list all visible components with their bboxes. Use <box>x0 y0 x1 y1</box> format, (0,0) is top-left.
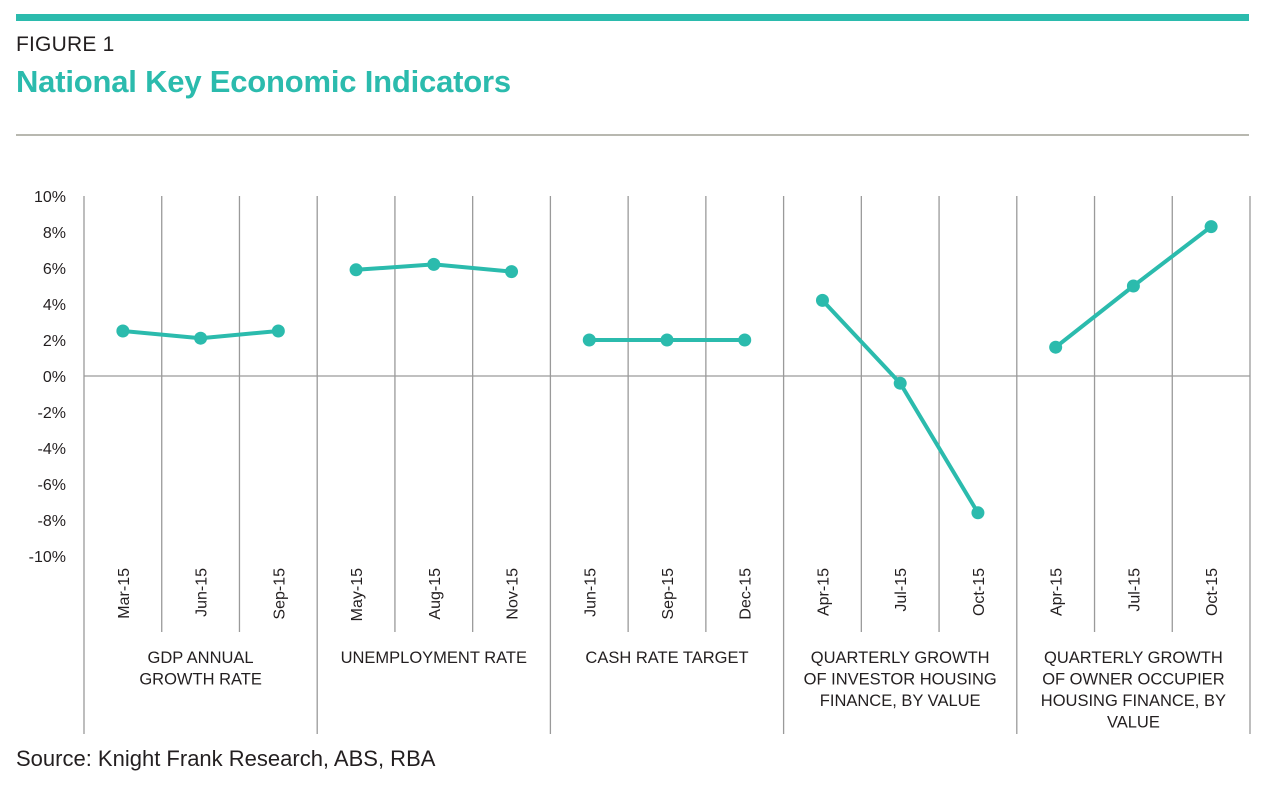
x-tick-label: May-15 <box>349 568 366 621</box>
series-line <box>820 298 980 515</box>
data-point <box>427 257 441 271</box>
group-label-line: FINANCE, BY VALUE <box>820 692 981 710</box>
data-point <box>1126 279 1140 293</box>
y-tick-label: 2% <box>43 333 66 350</box>
y-tick-label: 10% <box>34 189 66 206</box>
group-label-line: OF INVESTOR HOUSING <box>804 671 997 689</box>
chart-series <box>116 220 1218 520</box>
data-point <box>660 333 674 347</box>
figure-title: National Key Economic Indicators <box>16 64 511 99</box>
data-point <box>738 333 752 347</box>
group-labels: GDP ANNUAL GROWTH RATE UNEMPLOYMENT RATE CA… <box>139 649 1226 732</box>
group-label-line: QUARTERLY GROWTH <box>811 649 990 667</box>
group-label-line: UNEMPLOYMENT RATE <box>341 649 527 667</box>
x-tick-label: Jun-15 <box>582 568 599 617</box>
group-label-line: HOUSING FINANCE, BY <box>1041 692 1226 710</box>
y-tick-label: 8% <box>43 225 66 242</box>
y-tick-label: 0% <box>43 369 66 386</box>
y-tick-label: -6% <box>38 477 66 494</box>
x-tick-label: Jul-15 <box>893 568 910 612</box>
x-tick-label: Jun-15 <box>194 568 211 617</box>
group-label-line: OF OWNER OCCUPIER <box>1042 671 1225 689</box>
group-label-line: GDP ANNUAL <box>148 649 254 667</box>
y-tick-label: -2% <box>38 405 66 422</box>
data-point <box>971 506 985 520</box>
group-label-line: VALUE <box>1107 714 1160 732</box>
group-label-line: QUARTERLY GROWTH <box>1044 649 1223 667</box>
x-axis-tick-labels: Mar-15 Jun-15 Sep-15 May-15 Aug-15 Nov-15 Jun-… <box>116 568 1221 621</box>
data-point <box>116 324 130 338</box>
x-tick-label: Mar-15 <box>116 568 133 619</box>
x-tick-label: Sep-15 <box>660 568 677 620</box>
group-label-line: GROWTH RATE <box>139 671 262 689</box>
y-tick-label: 6% <box>43 261 66 278</box>
y-axis: 10% 8% 6% 4% 2% 0% -2% -4% -6% -8% -10% <box>29 189 66 566</box>
data-point <box>1204 220 1218 234</box>
y-tick-label: 4% <box>43 297 66 314</box>
x-tick-label: Dec-15 <box>738 568 755 620</box>
data-point <box>1049 340 1063 354</box>
figure-number: FIGURE 1 <box>16 33 115 56</box>
y-tick-label: -8% <box>38 513 66 530</box>
x-tick-label: Sep-15 <box>271 568 288 620</box>
data-point <box>893 376 907 390</box>
data-point <box>271 324 285 338</box>
data-point <box>815 293 829 307</box>
data-point <box>194 331 208 345</box>
x-tick-label: Oct-15 <box>971 568 988 616</box>
data-point <box>582 333 596 347</box>
x-tick-label: Aug-15 <box>427 568 444 620</box>
data-point <box>505 265 519 279</box>
y-tick-label: -10% <box>29 549 66 566</box>
group-label-line: CASH RATE TARGET <box>585 649 748 667</box>
data-point <box>349 263 363 277</box>
title-divider <box>16 134 1249 136</box>
x-tick-label: Jul-15 <box>1126 568 1143 612</box>
x-tick-label: Apr-15 <box>815 568 832 616</box>
x-tick-label: Apr-15 <box>1049 568 1066 616</box>
source-note: Source: Knight Frank Research, ABS, RBA <box>16 746 436 771</box>
x-tick-label: Nov-15 <box>505 568 522 620</box>
y-tick-label: -4% <box>38 441 66 458</box>
header-accent-bar <box>16 14 1249 21</box>
x-tick-label: Oct-15 <box>1204 568 1221 616</box>
